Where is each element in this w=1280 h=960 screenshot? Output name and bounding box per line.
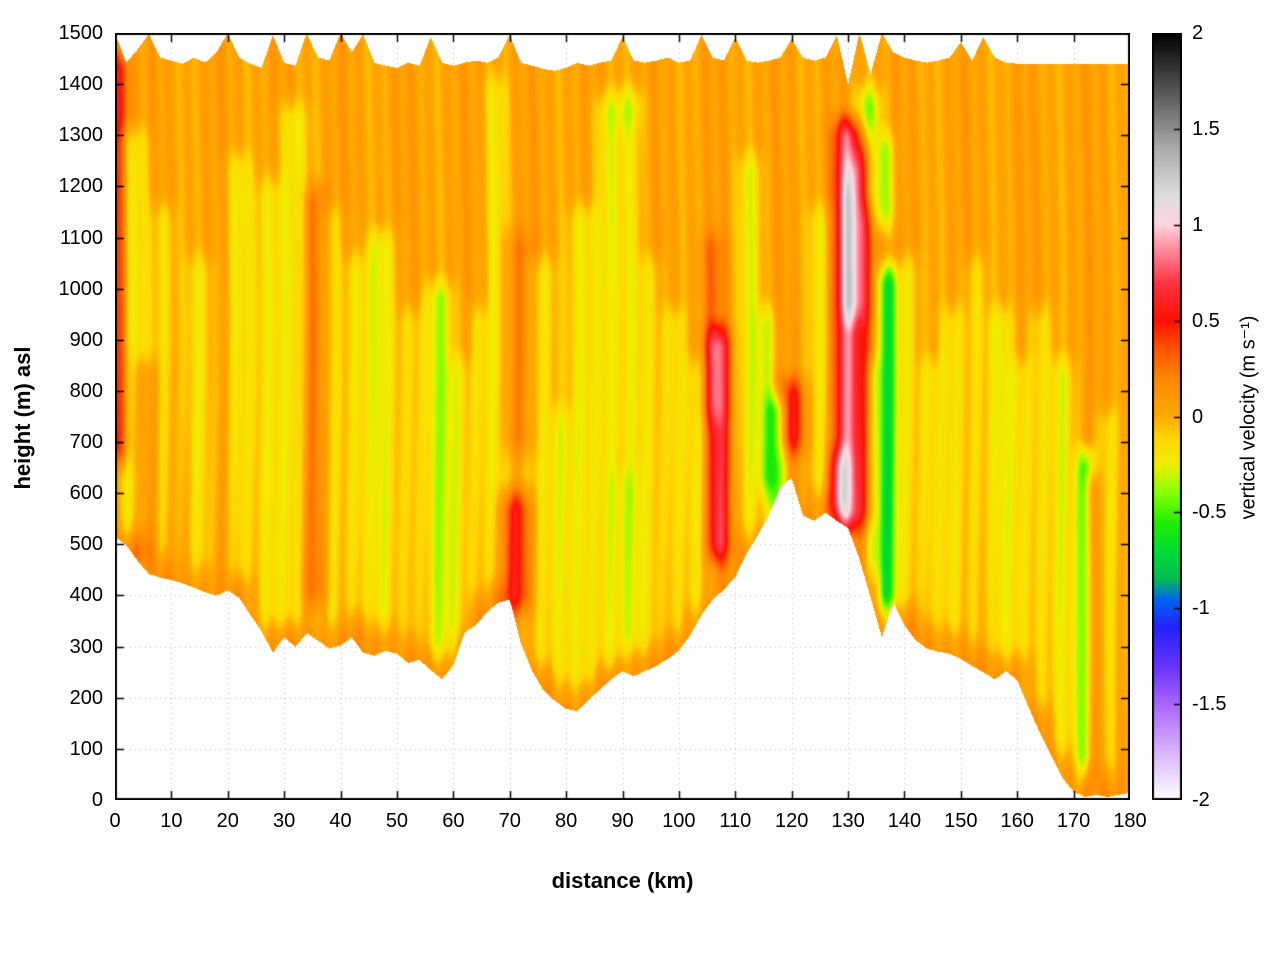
colorbar	[1152, 33, 1182, 800]
x-tick-label: 140	[887, 810, 922, 832]
x-tick-label: 150	[944, 810, 978, 832]
y-tick-label: 1500	[58, 22, 104, 44]
x-tick-label: 30	[273, 810, 296, 832]
x-tick-label: 170	[1056, 810, 1091, 832]
colorbar-tick-label: 0.5	[1192, 309, 1220, 332]
y-tick-label: 1300	[58, 124, 104, 147]
y-tick-label: 1100	[59, 226, 103, 249]
x-tick-label: 110	[719, 810, 752, 832]
colorbar-tick-label: 1	[1192, 213, 1204, 236]
y-tick-label: 300	[69, 635, 103, 658]
x-axis-label: distance (km)	[551, 868, 694, 893]
x-tick-label: 100	[662, 810, 696, 832]
x-tick-label: 90	[611, 810, 634, 832]
heatmap-plot	[115, 33, 1130, 800]
colorbar-tick-label: -1.5	[1192, 693, 1227, 716]
y-tick-label: 1200	[58, 175, 104, 198]
y-tick-label: 1400	[58, 73, 104, 96]
x-tick-label: 60	[442, 810, 465, 832]
x-tick-label: 80	[554, 810, 578, 832]
y-tick-label: 900	[69, 328, 103, 351]
colorbar-tick-label: 2	[1192, 22, 1204, 44]
x-tick-label: 20	[216, 810, 239, 832]
y-tick-label: 100	[69, 737, 103, 760]
y-tick-label: 500	[69, 533, 103, 556]
colorbar-tick-label: 1.5	[1192, 117, 1220, 140]
y-tick-label: 200	[69, 686, 103, 709]
colorbar-tick-label: -0.5	[1192, 501, 1227, 524]
x-tick-label: 0	[109, 810, 121, 832]
x-tick-label: 70	[498, 810, 521, 832]
y-tick-label: 600	[69, 482, 103, 505]
y-tick-label: 800	[69, 379, 103, 402]
y-tick-label: 0	[91, 789, 103, 811]
y-tick-label: 1000	[58, 277, 104, 300]
x-tick-label: 50	[385, 810, 409, 832]
y-tick-label: 700	[69, 431, 103, 454]
x-tick-label: 120	[774, 810, 809, 832]
x-tick-label: 40	[329, 810, 352, 832]
x-tick-label: 130	[831, 810, 865, 832]
colorbar-tick-label: 0	[1192, 405, 1204, 428]
colorbar-tick-label: -2	[1192, 789, 1210, 811]
y-axis-label: height (m) asl	[10, 346, 35, 490]
colorbar-label: vertical velocity (m s⁻¹)	[1237, 315, 1260, 520]
x-tick-label: 160	[1000, 810, 1034, 832]
x-tick-label: 180	[1113, 810, 1147, 832]
colorbar-tick-label: -1	[1192, 597, 1210, 620]
y-tick-label: 400	[69, 584, 103, 607]
x-tick-label: 10	[160, 810, 183, 832]
